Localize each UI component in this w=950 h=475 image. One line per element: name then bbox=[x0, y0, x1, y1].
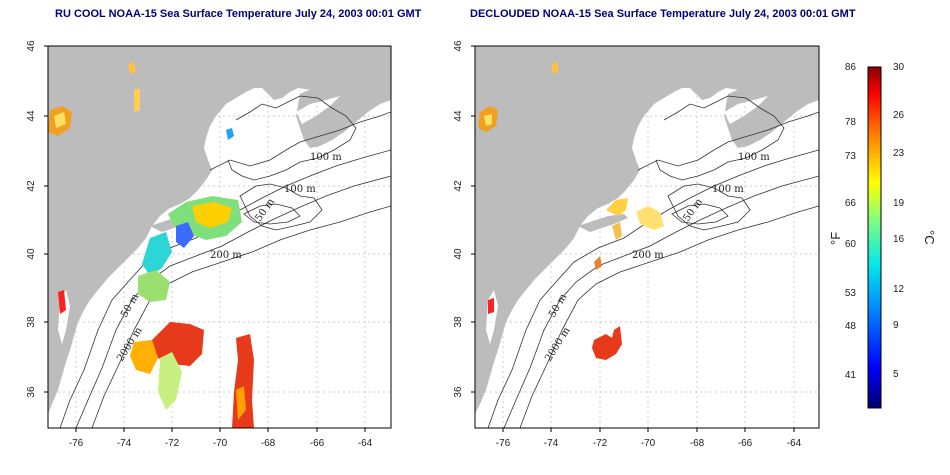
lat-tick-label: 46 bbox=[453, 40, 464, 52]
contour-label: 200 m bbox=[632, 250, 664, 261]
sst-patch-maine-yellow bbox=[484, 114, 492, 126]
celsius-tick-label: 16 bbox=[893, 234, 905, 245]
celsius-tick-label: 19 bbox=[893, 198, 905, 209]
celsius-tick-label: 30 bbox=[893, 62, 905, 73]
lon-tick-label: -76 bbox=[496, 438, 511, 449]
sst-patch-shelf bbox=[606, 198, 628, 216]
right-map-bay-of-fundy bbox=[724, 96, 768, 124]
fahrenheit-tick-label: 86 bbox=[845, 62, 857, 73]
left-map: 100 m 100 m 50 m 200 m 50 m 2000 m bbox=[47, 45, 392, 429]
right-map-contours bbox=[487, 95, 819, 428]
sst-patch-slope bbox=[138, 270, 170, 302]
left-map-bay-of-fundy bbox=[296, 96, 340, 124]
lat-tick-label: 42 bbox=[453, 180, 464, 192]
sst-patch-north bbox=[552, 62, 558, 74]
sst-patch-gulf-stream-ridge bbox=[152, 322, 204, 366]
lon-tick-label: -66 bbox=[310, 438, 325, 449]
contour-label: 100 m bbox=[284, 184, 316, 195]
fahrenheit-tick-label: 73 bbox=[845, 151, 857, 162]
lon-tick-label: -64 bbox=[787, 438, 802, 449]
sst-patch-shelf-warm bbox=[192, 202, 232, 228]
right-map-nova-scotia bbox=[724, 66, 819, 148]
sst-patch-delaware bbox=[58, 290, 66, 314]
sst-patch-maine-yellow bbox=[54, 112, 66, 128]
contour-label: 100 m bbox=[310, 152, 342, 163]
lon-tick-label: -64 bbox=[358, 438, 373, 449]
axis-ticks: -76 -74 -72 -70 -68 -66 -64 46 44 42 40 38 36 -76 -74 -… bbox=[26, 40, 802, 449]
sst-patch-shelf-cyan bbox=[142, 232, 172, 276]
sst-patch-stream-edge bbox=[236, 386, 246, 420]
lon-tick-label: -74 bbox=[544, 438, 559, 449]
lon-tick-label: -68 bbox=[690, 438, 705, 449]
celsius-tick-label: 23 bbox=[893, 148, 905, 159]
left-map-contours bbox=[59, 95, 391, 428]
lat-tick-label: 42 bbox=[26, 180, 37, 192]
colorbar: 86 78 73 66 60 53 48 41 30 26 23 19 16 12 9 5 °F °C bbox=[828, 62, 937, 409]
fahrenheit-tick-label: 60 bbox=[845, 239, 857, 250]
sst-patch-north bbox=[128, 62, 136, 74]
celsius-tick-label: 12 bbox=[893, 284, 905, 295]
lat-tick-label: 36 bbox=[453, 386, 464, 398]
lat-tick-label: 44 bbox=[453, 110, 464, 122]
left-map-title: RU COOL NOAA-15 Sea Surface Temperature … bbox=[55, 8, 422, 20]
lat-tick-label: 46 bbox=[26, 40, 37, 52]
lon-tick-label: -72 bbox=[593, 438, 608, 449]
celsius-unit-label: °C bbox=[922, 230, 937, 245]
right-map-long-island bbox=[578, 214, 628, 232]
colorbar-gradient bbox=[867, 66, 882, 409]
fahrenheit-unit-label: °F bbox=[828, 232, 843, 245]
celsius-tick-label: 26 bbox=[893, 110, 905, 121]
fahrenheit-tick-label: 48 bbox=[845, 321, 857, 332]
right-map-land bbox=[475, 46, 819, 414]
celsius-tick-label: 5 bbox=[893, 369, 899, 380]
lat-tick-label: 44 bbox=[26, 110, 37, 122]
left-map-land bbox=[48, 46, 391, 414]
contour-label: 100 m bbox=[738, 152, 770, 163]
right-map: 100 m 100 m 50 m 200 m 50 m 2000 m bbox=[474, 45, 820, 429]
sst-patch-gulf-stream-ridge-edge bbox=[130, 340, 158, 374]
fahrenheit-tick-label: 53 bbox=[845, 288, 857, 299]
lat-tick-label: 40 bbox=[26, 248, 37, 260]
left-map-sst-patches bbox=[48, 62, 254, 428]
colorbar-ticks: 86 78 73 66 60 53 48 41 30 26 23 19 16 12 9 5 bbox=[845, 62, 905, 381]
sst-patch-north2 bbox=[134, 88, 140, 112]
right-map-title: DECLOUDED NOAA-15 Sea Surface Temperatur… bbox=[470, 8, 856, 20]
contour-label: 100 m bbox=[712, 184, 744, 195]
sst-patch-shelf-edge bbox=[594, 256, 602, 270]
fahrenheit-tick-label: 66 bbox=[845, 198, 857, 209]
sst-patch-misc bbox=[158, 352, 182, 410]
contour-label: 200 m bbox=[210, 250, 242, 261]
lon-tick-label: -66 bbox=[738, 438, 753, 449]
left-map-nova-scotia bbox=[296, 66, 391, 148]
lon-tick-label: -70 bbox=[213, 438, 228, 449]
sst-patch-misc2 bbox=[226, 128, 234, 140]
lon-tick-label: -74 bbox=[117, 438, 132, 449]
lat-tick-label: 38 bbox=[26, 316, 37, 328]
right-map-frame bbox=[474, 45, 820, 429]
right-map-grid bbox=[475, 46, 819, 428]
sst-patch-delaware bbox=[488, 298, 494, 314]
fahrenheit-tick-label: 41 bbox=[845, 370, 857, 381]
sst-patch-shelf-cool bbox=[176, 222, 194, 248]
lon-tick-label: -68 bbox=[261, 438, 276, 449]
lat-tick-label: 36 bbox=[26, 386, 37, 398]
sst-patch-shelf2 bbox=[636, 206, 664, 230]
lat-tick-label: 38 bbox=[453, 316, 464, 328]
right-map-sst-patches bbox=[478, 62, 664, 360]
fahrenheit-tick-label: 78 bbox=[845, 117, 857, 128]
celsius-tick-label: 9 bbox=[893, 320, 899, 331]
lon-tick-label: -72 bbox=[165, 438, 180, 449]
sst-patch-gulf-stream-ring bbox=[592, 326, 622, 360]
lon-tick-label: -70 bbox=[641, 438, 656, 449]
lat-tick-label: 40 bbox=[453, 248, 464, 260]
lon-tick-label: -76 bbox=[69, 438, 84, 449]
sst-patch-shelf3 bbox=[612, 222, 622, 240]
